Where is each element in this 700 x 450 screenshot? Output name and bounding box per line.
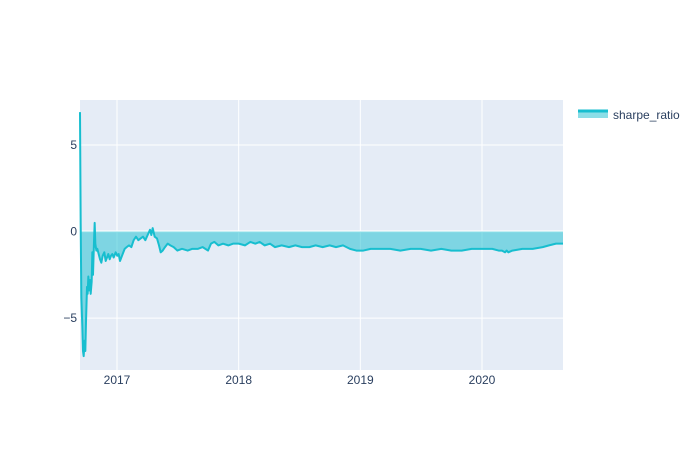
legend-swatch-fill <box>578 111 608 118</box>
legend-label: sharpe_ratio <box>613 108 680 122</box>
y-tick-label: 5 <box>70 138 77 152</box>
x-tick-label: 2018 <box>225 373 252 387</box>
x-tick-label: 2019 <box>347 373 374 387</box>
x-axis-ticks: 2017 2018 2019 2020 <box>104 373 496 387</box>
area-fill <box>80 112 563 357</box>
y-tick-label: −5 <box>63 311 77 325</box>
y-tick-label: 0 <box>70 225 77 239</box>
legend[interactable]: sharpe_ratio <box>578 108 680 122</box>
series-line <box>79 112 563 358</box>
x-tick-label: 2020 <box>469 373 496 387</box>
x-tick-label: 2017 <box>104 373 131 387</box>
series-sharpe-ratio <box>79 112 563 358</box>
y-gridlines <box>80 144 563 319</box>
y-axis-ticks: 5 0 −5 <box>63 138 77 325</box>
